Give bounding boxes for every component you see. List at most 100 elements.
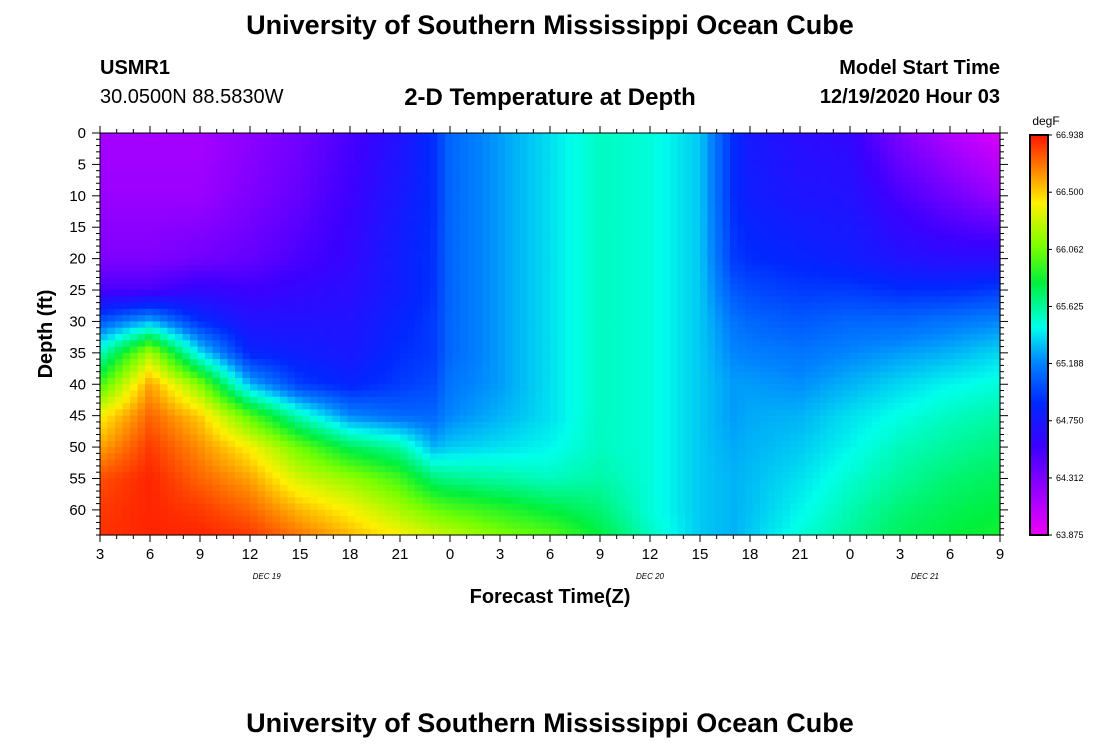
heatmap-cell (197, 428, 206, 436)
heatmap-cell (242, 497, 251, 505)
heatmap-cell (565, 403, 574, 410)
heatmap-cell (347, 465, 356, 473)
heatmap-cell (490, 327, 499, 335)
heatmap-cell (557, 176, 566, 184)
heatmap-cell (152, 434, 161, 442)
heatmap-cell (587, 290, 596, 297)
heatmap-cell (655, 440, 664, 448)
heatmap-cell (295, 421, 304, 429)
heatmap-cell (580, 170, 589, 178)
heatmap-cell (205, 308, 214, 316)
heatmap-cell (460, 327, 469, 335)
heatmap-cell (392, 447, 401, 454)
heatmap-cell (100, 246, 109, 253)
heatmap-cell (347, 139, 356, 147)
heatmap-cell (340, 352, 349, 360)
heatmap-cell (520, 189, 529, 197)
heatmap-cell (302, 252, 311, 260)
heatmap-cell (482, 239, 491, 247)
heatmap-cell (257, 516, 266, 524)
heatmap-cell (670, 377, 679, 385)
heatmap-cell (460, 403, 469, 410)
heatmap-cell (670, 327, 679, 335)
heatmap-cell (400, 220, 409, 228)
heatmap-cell (310, 528, 319, 536)
heatmap-cell (280, 208, 289, 216)
heatmap-cell (527, 208, 536, 216)
heatmap-cell (115, 133, 124, 140)
heatmap-cell (190, 133, 199, 140)
model-start-value: 12/19/2020 Hour 03 (819, 86, 1000, 108)
heatmap-cell (430, 283, 439, 291)
heatmap-cell (355, 491, 364, 498)
heatmap-cell (505, 371, 514, 379)
heatmap-cell (257, 509, 266, 517)
heatmap-cell (212, 158, 221, 166)
heatmap-cell (332, 478, 341, 486)
heatmap-cell (122, 371, 131, 379)
heatmap-cell (385, 453, 394, 461)
heatmap-cell (565, 277, 574, 285)
heatmap-cell (340, 176, 349, 184)
heatmap-cell (392, 315, 401, 323)
heatmap-cell (445, 484, 454, 492)
heatmap-cell (175, 214, 184, 222)
heatmap-cell (647, 371, 656, 379)
heatmap-cell (295, 164, 304, 172)
heatmap-cell (655, 264, 664, 272)
heatmap-cell (595, 277, 604, 285)
heatmap-cell (310, 252, 319, 260)
heatmap-cell (175, 271, 184, 279)
heatmap-cell (467, 151, 476, 159)
heatmap-cell (167, 239, 176, 247)
heatmap-cell (587, 447, 596, 454)
heatmap-cell (115, 296, 124, 304)
heatmap-cell (647, 415, 656, 423)
heatmap-cell (482, 377, 491, 385)
heatmap-cell (242, 371, 251, 379)
heatmap-cell (520, 227, 529, 235)
heatmap-cell (527, 214, 536, 222)
heatmap-cell (377, 296, 386, 304)
heatmap-cell (280, 195, 289, 203)
heatmap-cell (422, 472, 431, 480)
heatmap-cell (467, 327, 476, 335)
heatmap-cell (542, 377, 551, 385)
heatmap-cell (422, 170, 431, 178)
heatmap-cell (452, 371, 461, 379)
heatmap-cell (272, 239, 281, 247)
heatmap-cell (475, 497, 484, 505)
heatmap-cell (617, 472, 626, 480)
heatmap-cell (460, 390, 469, 398)
heatmap-cell (257, 227, 266, 235)
heatmap-cell (272, 264, 281, 272)
heatmap-cell (512, 139, 521, 147)
heatmap-cell (325, 447, 334, 454)
heatmap-cell (647, 522, 656, 530)
heatmap-cell (160, 233, 169, 241)
heatmap-cell (392, 164, 401, 172)
heatmap-cell (632, 227, 641, 235)
heatmap-cell (460, 365, 469, 373)
heatmap-cell (407, 176, 416, 184)
heatmap-cell (212, 371, 221, 379)
heatmap-cell (460, 396, 469, 404)
heatmap-cell (160, 308, 169, 316)
heatmap-cell (347, 183, 356, 191)
heatmap-cell (422, 365, 431, 373)
heatmap-cell (677, 384, 686, 392)
heatmap-cell (422, 277, 431, 285)
heatmap-cell (572, 208, 581, 216)
heatmap-cell (280, 246, 289, 253)
heatmap-cell (115, 340, 124, 348)
heatmap-cell (647, 183, 656, 191)
heatmap-cell (152, 334, 161, 341)
heatmap-cell (580, 208, 589, 216)
heatmap-cell (167, 415, 176, 423)
heatmap-cell (152, 365, 161, 373)
heatmap-cell (430, 365, 439, 373)
heatmap-cell (392, 139, 401, 147)
heatmap-cell (212, 277, 221, 285)
heatmap-cell (197, 497, 206, 505)
heatmap-cell (422, 352, 431, 360)
